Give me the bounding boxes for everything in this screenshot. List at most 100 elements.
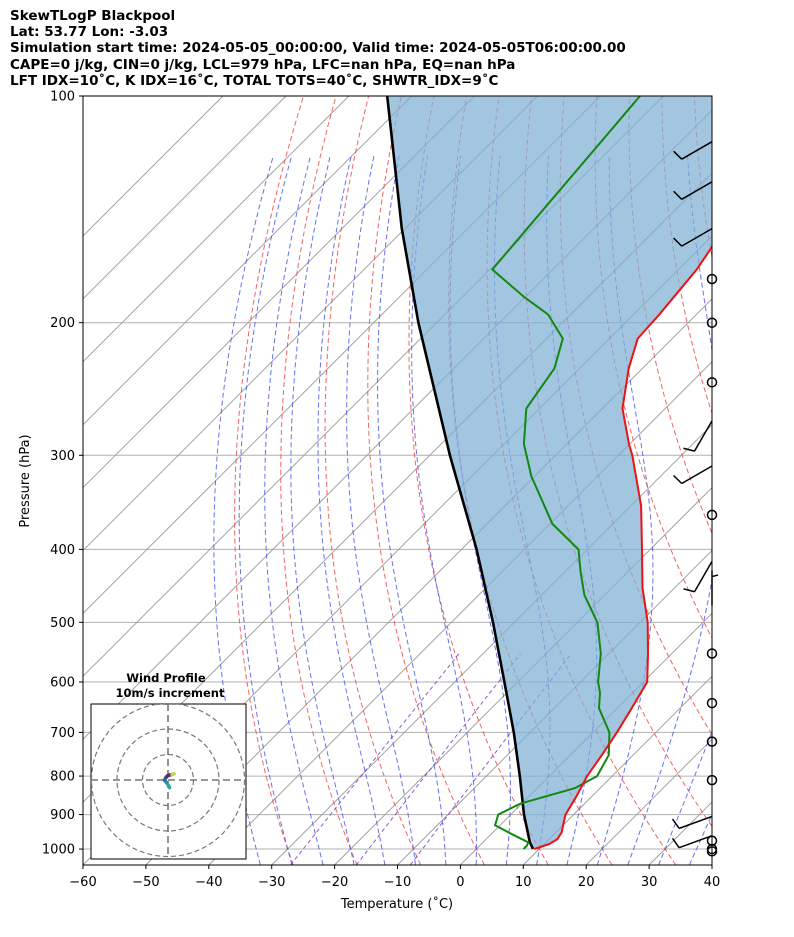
y-tick-label: 200 [50, 316, 75, 331]
wind-barb-staff [681, 181, 713, 200]
wind-barb [673, 141, 713, 160]
y-tick-label: 700 [50, 726, 75, 741]
inset-subtitle: 10m/s increment [116, 686, 225, 700]
wind-barb-staff [678, 815, 713, 830]
wind-barb [673, 465, 713, 485]
moist-adiabat [317, 155, 386, 865]
wind-barb-flag [673, 190, 683, 200]
wind-barbs [671, 141, 719, 857]
isotherm-line [83, 96, 287, 300]
wind-barb-staff [693, 420, 713, 452]
y-tick-label: 1000 [42, 843, 75, 858]
wind-barb-flag [673, 237, 683, 247]
wind-barb-calm [706, 273, 718, 285]
wind-barb-flag [671, 837, 680, 849]
isotherm-line [83, 96, 413, 426]
wind-barb-staff [693, 561, 713, 593]
dry-adiabat [408, 96, 549, 865]
wind-barb-flag [673, 474, 683, 485]
stability-indices-1: CAPE=0 j/kg, CIN=0 j/kg, LCL=979 hPa, LF… [10, 56, 516, 73]
stability-indices-2: LFT IDX=10˚C, K IDX=16˚C, TOTAL TOTS=40˚… [10, 72, 499, 89]
y-tick-label: 500 [50, 616, 75, 631]
dry-adiabat [594, 96, 712, 640]
isotherm-line [83, 96, 224, 237]
moist-adiabat [720, 156, 794, 865]
wind-barb-staff [681, 141, 713, 160]
dewpoint-profile-line [490, 96, 641, 850]
y-tick-label: 100 [50, 90, 75, 105]
y-axis-label: Pressure (hPa) [18, 434, 33, 527]
axes: −60 −50 −40 −30 −20 −10 0 10 20 30 40 100 200 300 400 5… [42, 90, 720, 891]
wind-barb-calm [706, 774, 718, 786]
wind-barb-half-flag [711, 574, 719, 578]
wind-barb [683, 561, 713, 593]
wind-barb-staff [681, 227, 713, 247]
dry-adiabat [234, 96, 304, 865]
y-tick-label: 900 [50, 808, 75, 823]
wind-barb-flag [673, 150, 683, 160]
moist-adiabat [411, 155, 477, 865]
x-tick-label: −60 [69, 875, 96, 890]
wind-barb-calm [706, 697, 718, 709]
wind-barb-calm [706, 648, 718, 659]
x-tick-label: −30 [258, 875, 285, 890]
isotherm-line [271, 424, 712, 865]
y-tick-label: 600 [50, 675, 75, 690]
y-tick-label: 300 [50, 449, 75, 464]
moist-adiabat [264, 155, 324, 865]
wind-barb-calm [706, 736, 718, 747]
x-tick-label: −10 [384, 875, 411, 890]
isotherm-line [711, 864, 712, 865]
wind-barb-staff [678, 834, 713, 849]
wind-barb [683, 420, 713, 452]
x-tick-label: 30 [641, 875, 658, 890]
sounding-profiles [385, 96, 712, 850]
chart-header: SkewTLogP Blackpool Lat: 53.77 Lon: -3.0… [10, 8, 626, 89]
isotherm-line [83, 96, 350, 363]
wind-barb-flag [683, 447, 695, 452]
wind-barb-calm [706, 509, 718, 521]
x-tick-label: −50 [132, 875, 159, 890]
dry-adiabat [727, 96, 794, 865]
x-tick-label: 20 [578, 875, 595, 890]
wind-barb [711, 570, 719, 606]
wind-barb-calm [706, 377, 718, 388]
wind-barb [673, 227, 713, 247]
dry-adiabat [324, 96, 422, 865]
isotherm-line [83, 96, 475, 489]
cape-cin-shading [387, 96, 712, 849]
moist-adiabat [346, 155, 416, 865]
mixing-ratio-line [290, 653, 460, 865]
dry-adiabat [661, 96, 712, 415]
x-tick-label: −40 [195, 875, 222, 890]
wind-barb-flag [683, 588, 695, 593]
isotherm-line [522, 675, 712, 865]
moist-adiabat [290, 155, 355, 865]
x-axis-label: Temperature (˚C) [340, 896, 453, 912]
station-location: Lat: 53.77 Lon: -3.03 [10, 24, 169, 41]
parcel-profile-line [385, 96, 535, 850]
x-tick-label: 40 [704, 875, 721, 890]
wind-barb-calm [706, 317, 718, 328]
hodograph-ring [91, 704, 246, 858]
inset-title: Wind Profile [126, 671, 206, 685]
x-tick-label: 10 [515, 875, 532, 890]
moist-adiabat [688, 813, 712, 865]
moist-adiabat [377, 155, 447, 865]
wind-profile-inset [90, 703, 247, 860]
hodograph-segment [170, 772, 176, 777]
dry-adiabat [760, 96, 794, 865]
x-tick-label: −20 [321, 875, 348, 890]
inset-plot-area [91, 704, 246, 859]
wind-barb [671, 815, 713, 830]
wind-barb-staff [681, 465, 713, 485]
moist-adiabat [238, 155, 293, 865]
wind-barb [671, 834, 713, 849]
dry-adiabat [367, 96, 485, 865]
temperature-profile-line [533, 245, 712, 850]
wind-barb [673, 181, 713, 200]
wind-barb-flag [671, 818, 680, 829]
y-tick-label: 800 [50, 770, 75, 785]
x-tick-label: 0 [456, 875, 464, 890]
